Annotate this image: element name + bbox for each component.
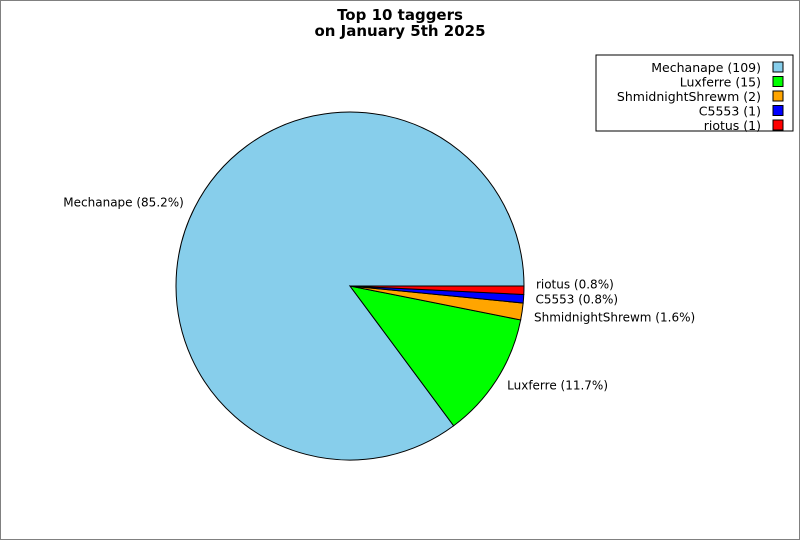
chart-title-line-1: Top 10 taggers bbox=[337, 6, 463, 24]
legend-label-riotus: riotus (1) bbox=[704, 118, 761, 133]
slice-label-shmidnightshrewm: ShmidnightShrewm (1.6%) bbox=[534, 310, 695, 324]
slice-label-luxferre: Luxferre (11.7%) bbox=[507, 379, 608, 393]
slice-label-c5553: C5553 (0.8%) bbox=[535, 293, 618, 307]
legend-swatch-mechanape bbox=[772, 61, 784, 73]
pie-slice-riotus bbox=[349, 285, 525, 296]
legend-label-shmidnightshrewm: ShmidnightShrewm (2) bbox=[617, 89, 761, 104]
chart-title-line-2: on January 5th 2025 bbox=[314, 22, 485, 40]
pie-slices bbox=[175, 111, 525, 461]
slice-label-riotus: riotus (0.8%) bbox=[536, 278, 614, 292]
pie-slice-luxferre bbox=[348, 285, 522, 427]
legend-label-mechanape: Mechanape (109) bbox=[651, 60, 761, 75]
legend-swatch-shmidnightshrewm bbox=[772, 90, 784, 102]
legend-box bbox=[595, 54, 794, 132]
pie-slice-labels: Mechanape (85.2%) Luxferre (11.7%) Shmidni… bbox=[63, 195, 695, 392]
legend-swatch-riotus bbox=[772, 119, 784, 131]
legend: Mechanape (109)Luxferre (15)ShmidnightSh… bbox=[595, 54, 794, 133]
legend-swatch-luxferre bbox=[772, 76, 784, 87]
legend-label-luxferre: Luxferre (15) bbox=[680, 75, 761, 90]
legend-label-c5553: C5553 (1) bbox=[699, 104, 761, 119]
legend-swatch-c5553 bbox=[772, 105, 784, 116]
slice-label-mechanape: Mechanape (85.2%) bbox=[63, 195, 184, 209]
